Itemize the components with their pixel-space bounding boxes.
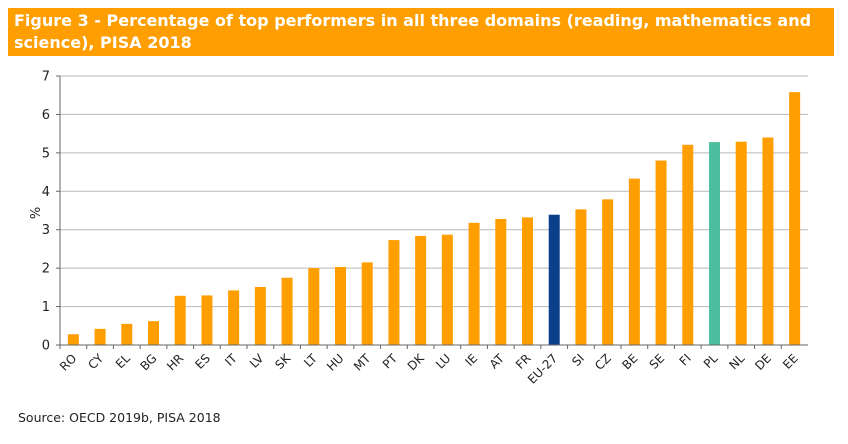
bar-it: [228, 290, 240, 345]
bar-pl: [709, 142, 720, 345]
bar-es: [201, 295, 213, 345]
y-tick-label: 2: [42, 262, 50, 277]
x-tick-label: ES: [192, 351, 213, 372]
x-tick-label: CZ: [592, 351, 614, 373]
bar-fi: [682, 144, 694, 345]
bar-ee: [789, 92, 801, 345]
x-tick-label: FI: [677, 351, 694, 368]
bar-eu-27: [548, 214, 560, 345]
bar-hr: [174, 295, 186, 345]
x-tick-label: HU: [324, 351, 346, 373]
bar-ie: [468, 222, 480, 345]
x-tick-label: IT: [222, 351, 240, 369]
bar-chart: 0 1 2 3 4 5 6 7 % RO CY EL BG HR ES IT LV SK LT HU MT PT DK L…: [29, 70, 808, 387]
bar-de: [762, 137, 774, 345]
y-tick-label: 5: [42, 146, 50, 161]
y-axis-ticks: 0 1 2 3 4 5 6 7: [42, 70, 60, 354]
x-tick-label: EE: [780, 351, 801, 372]
bar-hu: [335, 266, 346, 345]
y-tick-label: 0: [42, 339, 50, 354]
x-tick-label: IE: [462, 351, 480, 369]
x-tick-label: SE: [647, 351, 668, 372]
x-tick-label: EU-27: [525, 351, 560, 386]
y-tick-label: 6: [42, 108, 50, 123]
x-tick-label: HR: [164, 351, 186, 373]
x-tick-label: DK: [405, 350, 428, 373]
y-axis-label: %: [29, 207, 44, 219]
bar-cz: [602, 199, 614, 345]
bar-dk: [415, 235, 427, 345]
source-note: Source: OECD 2019b, PISA 2018: [18, 410, 221, 425]
x-tick-label: PT: [380, 351, 401, 372]
bar-mt: [361, 262, 373, 345]
bar-lt: [308, 268, 320, 345]
x-tick-label: PL: [701, 351, 721, 371]
x-tick-label: CY: [85, 351, 106, 372]
bar-fr: [522, 217, 533, 345]
bar-bg: [148, 321, 159, 345]
bar-cy: [94, 328, 106, 345]
bar-ro: [67, 334, 79, 345]
x-tick-label: RO: [57, 351, 79, 373]
x-tick-label: DE: [752, 351, 774, 373]
bar-be: [628, 178, 640, 345]
bar-sk: [281, 277, 293, 345]
x-tick-label: LU: [433, 351, 453, 371]
bar-se: [655, 160, 667, 345]
x-tick-label: SK: [272, 350, 294, 372]
x-tick-label: SI: [569, 351, 587, 369]
y-tick-label: 3: [42, 223, 50, 238]
bar-lu: [441, 234, 453, 345]
bar-el: [121, 323, 133, 345]
x-tick-label: NL: [726, 351, 747, 372]
x-tick-label: LV: [247, 351, 267, 371]
bar-si: [575, 209, 587, 345]
x-tick-label: FR: [513, 351, 534, 372]
x-tick-label: EL: [113, 351, 133, 371]
x-tick-label: LT: [301, 351, 320, 370]
x-tick-label: BG: [137, 351, 159, 373]
bar-lv: [254, 286, 266, 345]
grid-lines: [60, 75, 808, 308]
chart-title: Figure 3 - Percentage of top performers …: [8, 8, 834, 56]
x-tick-label: MT: [351, 351, 374, 374]
bar-nl: [735, 141, 747, 345]
bar-pt: [388, 240, 400, 345]
y-tick-label: 7: [42, 70, 50, 85]
x-tick-label: AT: [487, 351, 508, 372]
y-tick-label: 1: [42, 300, 50, 315]
y-tick-label: 4: [42, 185, 50, 200]
x-axis-ticks: RO CY EL BG HR ES IT LV SK LT HU MT PT DK LU IE AT FREU-2…: [57, 345, 801, 387]
bar-at: [495, 218, 507, 345]
bars: [67, 92, 801, 345]
x-tick-label: BE: [619, 351, 640, 372]
